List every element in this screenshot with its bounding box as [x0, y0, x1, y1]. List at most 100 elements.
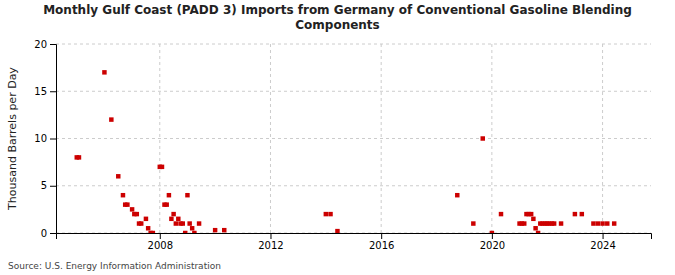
point: [531, 217, 535, 221]
grid-line: [56, 138, 651, 139]
point: [197, 221, 201, 225]
point: [190, 226, 194, 230]
point: [580, 212, 584, 216]
point: [471, 221, 475, 225]
tick-mark: [603, 233, 604, 239]
point: [522, 221, 526, 225]
tick-mark: [50, 233, 56, 234]
x-axis: 2008 2012 2016 2020 2024: [57, 233, 652, 251]
point: [222, 228, 226, 232]
tick-label: 2012: [258, 240, 283, 251]
tick: 2016: [369, 233, 394, 251]
tick: 10: [34, 133, 56, 144]
point: [612, 221, 616, 225]
tick-label: 2020: [480, 240, 505, 251]
point: [167, 193, 171, 197]
point: [77, 155, 81, 159]
point: [169, 217, 173, 221]
tick: 2024: [590, 233, 615, 251]
tick-label: 20: [34, 39, 47, 50]
tick-mark: [50, 91, 56, 92]
point: [481, 136, 485, 140]
point: [135, 212, 139, 216]
point: [324, 212, 328, 216]
grid-line: [270, 44, 271, 233]
point: [164, 202, 168, 206]
tick: 20: [34, 39, 56, 50]
tick: 2020: [480, 233, 505, 251]
tick-mark: [492, 233, 493, 239]
point: [536, 231, 540, 233]
tick-label: 2008: [148, 240, 173, 251]
points: [75, 70, 617, 233]
tick-label: 10: [34, 133, 47, 144]
point: [573, 212, 577, 216]
point: [151, 231, 155, 233]
point: [139, 221, 143, 225]
point: [185, 193, 189, 197]
grid-line: [491, 44, 492, 233]
axis-line: [57, 234, 652, 240]
grid: [56, 44, 651, 233]
tick-mark: [381, 233, 382, 239]
point: [605, 221, 609, 225]
point: [552, 221, 556, 225]
grid-line: [159, 44, 160, 233]
chart: Monthly Gulf Coast (PADD 3) Imports from…: [0, 0, 675, 275]
tick: 15: [34, 86, 56, 97]
point: [160, 165, 164, 169]
tick-mark: [160, 233, 161, 239]
title: Monthly Gulf Coast (PADD 3) Imports from…: [43, 3, 632, 32]
tick-label: 5: [41, 180, 47, 191]
tick: 5: [41, 180, 56, 191]
y-axis: 0 5 10 15 20: [34, 39, 56, 239]
tick-label: 2016: [369, 240, 394, 251]
point: [146, 226, 150, 230]
tick-mark: [270, 233, 271, 239]
point: [130, 207, 134, 211]
tick: 2008: [148, 233, 173, 251]
grid-line: [56, 185, 651, 186]
plot: 2008 2012 2016 2020 2024 0 5 10 15 20: [34, 39, 651, 251]
point: [499, 212, 503, 216]
point: [183, 231, 187, 233]
point: [144, 217, 148, 221]
grid-line: [381, 44, 382, 233]
point: [213, 228, 217, 232]
point: [192, 231, 196, 233]
point: [533, 226, 537, 230]
axis-line: [50, 45, 57, 234]
point: [600, 221, 604, 225]
tick: 0: [41, 228, 56, 239]
tick-label: 2024: [590, 240, 615, 251]
point: [121, 193, 125, 197]
grid-line: [56, 44, 651, 45]
point: [328, 212, 332, 216]
grid-line: [602, 44, 603, 233]
point: [591, 221, 595, 225]
tick-label: 0: [41, 228, 47, 239]
grid-line: [56, 91, 651, 92]
point: [335, 229, 339, 233]
point: [171, 212, 175, 216]
point: [187, 221, 191, 225]
tick-mark: [50, 186, 56, 187]
point: [174, 221, 178, 225]
point: [559, 221, 563, 225]
point: [529, 212, 533, 216]
tick-mark: [50, 139, 56, 140]
point: [490, 231, 494, 233]
point: [181, 221, 185, 225]
point: [176, 217, 180, 221]
tick: 2012: [258, 233, 283, 251]
tick-label: 15: [34, 86, 47, 97]
point: [102, 70, 106, 74]
point: [125, 202, 129, 206]
point: [455, 193, 459, 197]
point: [116, 174, 120, 178]
y-axis-title: Thousand Barrels per Day: [6, 67, 19, 211]
point: [109, 117, 113, 121]
annotation: Source: U.S. Energy Information Administ…: [8, 261, 221, 271]
point: [596, 221, 600, 225]
tick-mark: [50, 44, 56, 45]
